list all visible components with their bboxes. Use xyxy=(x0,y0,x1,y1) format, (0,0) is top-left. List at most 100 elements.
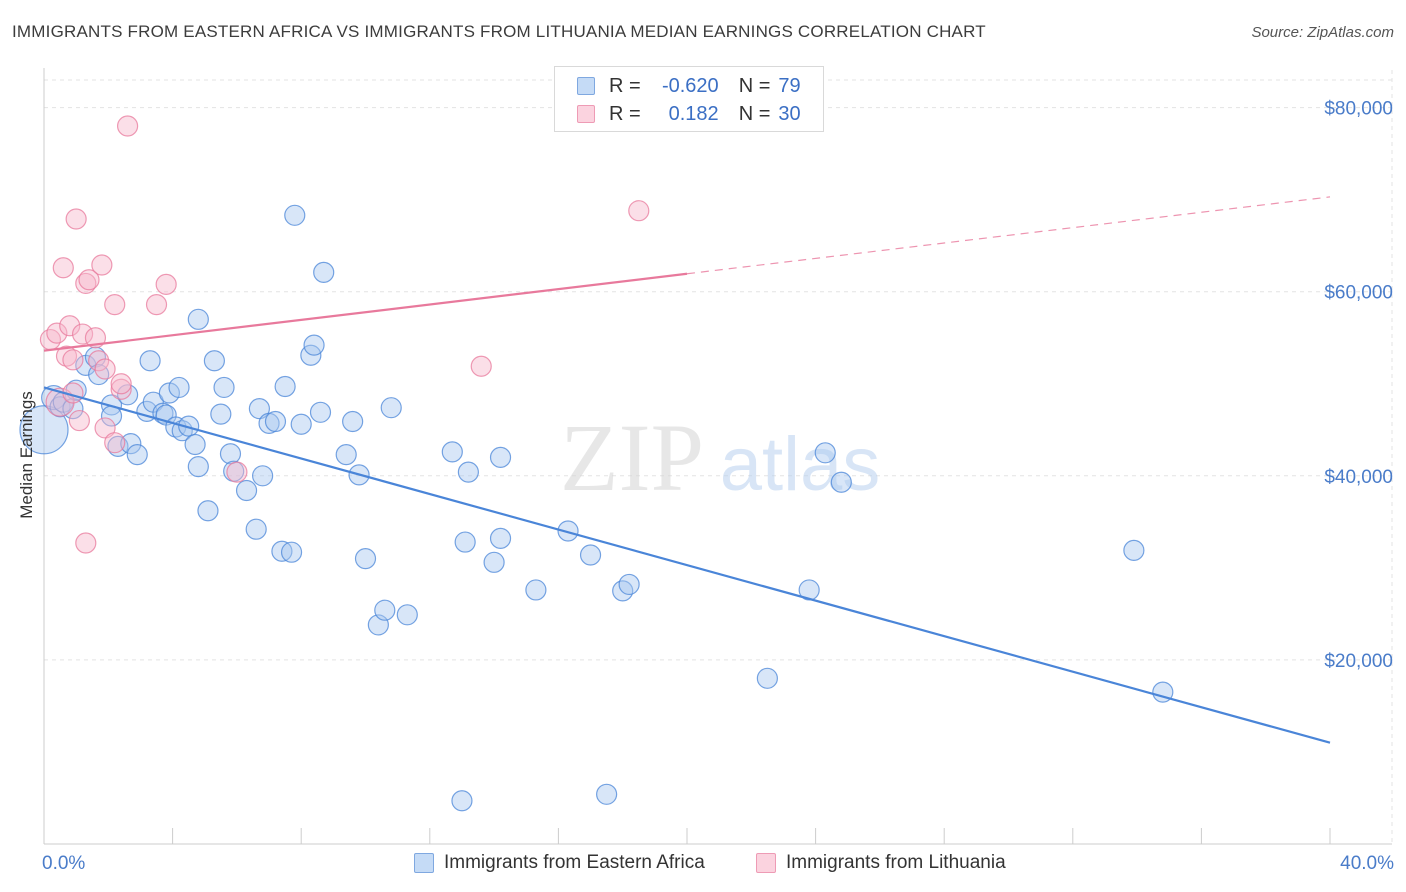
stats-legend: R = -0.620 N = 79 R = 0.182 N = 30 xyxy=(554,66,824,132)
data-point xyxy=(110,378,132,400)
legend-n-value: 30 xyxy=(778,102,801,125)
data-point xyxy=(71,323,94,345)
y-tick-label: $60,000 xyxy=(1324,283,1393,304)
data-point xyxy=(374,599,396,621)
data-point xyxy=(59,315,81,337)
data-point xyxy=(155,273,177,295)
data-point xyxy=(158,382,180,404)
axes xyxy=(43,68,1392,845)
data-point xyxy=(107,435,129,457)
data-point xyxy=(245,518,267,540)
data-point xyxy=(451,790,473,812)
watermark-atlas: atlas xyxy=(720,422,881,507)
data-point xyxy=(309,401,332,423)
source-label: Source: ZipAtlas.com xyxy=(1251,24,1394,41)
data-point xyxy=(235,479,258,502)
watermark-zip: ZIP xyxy=(560,404,704,511)
data-point xyxy=(380,397,402,419)
data-point xyxy=(213,376,235,399)
data-point xyxy=(814,442,836,464)
data-point xyxy=(313,261,335,283)
data-point xyxy=(489,527,512,550)
legend-r-value: 0.182 xyxy=(668,102,719,125)
data-point xyxy=(55,345,78,367)
data-point xyxy=(75,532,97,554)
series-swatch-eastern-africa xyxy=(414,853,434,873)
data-point xyxy=(203,350,225,372)
trend-line xyxy=(43,272,688,352)
data-point xyxy=(68,409,90,432)
trend-lines xyxy=(43,196,1331,744)
data-point xyxy=(274,375,296,398)
data-point xyxy=(116,384,139,406)
data-point xyxy=(252,465,274,487)
series-legend-label: Immigrants from Lithuania xyxy=(786,852,1006,873)
data-point xyxy=(618,573,640,596)
data-point xyxy=(94,417,116,439)
legend-n-value: 79 xyxy=(778,74,801,97)
data-point xyxy=(145,293,168,316)
series-legend-lithuania: Immigrants from Lithuania xyxy=(756,852,1006,874)
data-point xyxy=(396,604,418,626)
legend-r-key: R = xyxy=(609,74,641,97)
x-tick-labels: 0.0% 40.0% xyxy=(42,853,1394,874)
series-legend: Immigrants from Eastern Africa Immigrant… xyxy=(0,852,1406,876)
data-point xyxy=(454,531,476,553)
y-tick-label: $80,000 xyxy=(1324,99,1393,120)
data-point xyxy=(248,398,271,420)
chart-title: IMMIGRANTS FROM EASTERN AFRICA VS IMMIGR… xyxy=(12,22,986,41)
data-point xyxy=(579,544,602,566)
data-point xyxy=(483,551,505,573)
data-point xyxy=(628,200,650,222)
data-point xyxy=(139,350,161,372)
x-tick-label: 40.0% xyxy=(1340,853,1394,874)
data-point xyxy=(197,500,219,522)
data-point xyxy=(65,208,87,230)
data-point xyxy=(19,405,69,455)
data-point xyxy=(168,376,190,399)
data-point xyxy=(557,520,579,542)
data-point xyxy=(78,269,100,291)
trend-line-extension xyxy=(686,196,1331,275)
series-legend-eastern-africa: Immigrants from Eastern Africa xyxy=(414,852,705,874)
data-point xyxy=(264,410,287,433)
data-point xyxy=(116,115,139,137)
data-point xyxy=(756,667,778,689)
data-point xyxy=(187,456,209,478)
series-points xyxy=(39,115,650,554)
series-legend-label: Immigrants from Eastern Africa xyxy=(444,852,705,873)
data-point xyxy=(100,394,123,416)
data-point xyxy=(187,308,209,330)
y-tick-labels: $20,000 $40,000 $60,000 $80,000 xyxy=(1324,99,1393,672)
trend-line xyxy=(43,386,1331,744)
data-point xyxy=(489,446,512,468)
data-point xyxy=(84,327,107,349)
data-point xyxy=(525,579,547,601)
data-point xyxy=(470,355,492,377)
legend-n-key: N = xyxy=(738,74,771,97)
data-point xyxy=(441,441,463,463)
data-point xyxy=(457,461,479,483)
data-point xyxy=(290,413,312,435)
legend-r-key: R = xyxy=(609,102,641,125)
data-point xyxy=(62,349,84,371)
stats-legend-row-lithuania: R = 0.182 N = 30 xyxy=(555,100,801,128)
data-point xyxy=(120,432,142,455)
data-point xyxy=(184,433,206,456)
data-point xyxy=(104,293,126,316)
data-point xyxy=(830,471,852,493)
data-point xyxy=(284,204,306,226)
data-point xyxy=(52,257,74,279)
data-point xyxy=(303,334,325,356)
data-point xyxy=(45,387,75,417)
data-point xyxy=(219,443,242,465)
data-point xyxy=(354,548,377,570)
data-point xyxy=(104,432,126,454)
data-points xyxy=(19,115,1174,812)
data-point xyxy=(210,403,232,425)
data-point xyxy=(342,410,364,433)
stats-legend-row-eastern-africa: R = -0.620 N = 79 xyxy=(555,72,801,100)
watermark: ZIP atlas xyxy=(560,404,880,511)
data-point xyxy=(226,461,248,483)
